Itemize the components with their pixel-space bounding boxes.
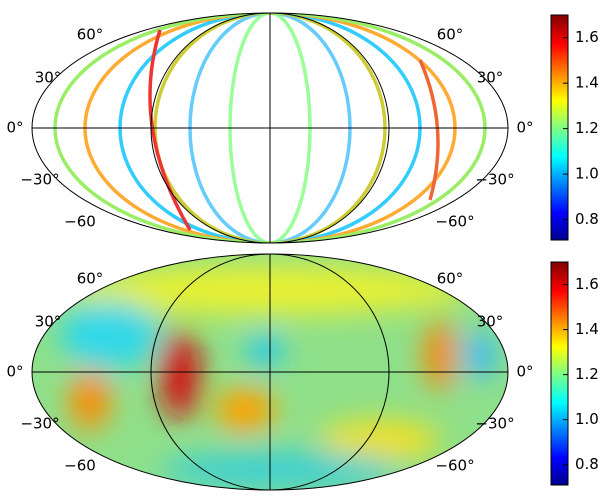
lat-label: 0° — [516, 363, 533, 381]
lat-label: 0° — [516, 119, 533, 137]
lat-label: 60° — [437, 26, 464, 44]
lat-label: 60° — [77, 270, 104, 288]
lat-label: 0° — [6, 363, 23, 381]
graticule — [31, 12, 509, 491]
colorbar-tick-label: 0.8 — [575, 455, 599, 473]
colorbar-tick-label: 1.2 — [575, 119, 599, 137]
lat-label: −30° — [20, 415, 59, 433]
bottom-map — [32, 254, 508, 490]
colorbar — [550, 261, 569, 486]
colorbar-tick-label: 1.0 — [575, 165, 599, 183]
colorbar-tick-label: 1.4 — [575, 320, 599, 338]
lat-label: 30° — [35, 313, 62, 331]
lat-label: 0° — [6, 119, 23, 137]
lat-label: −60 — [64, 457, 96, 475]
colorbar-tick-label: 1.0 — [575, 410, 599, 428]
colorbar-tick-label: 1.2 — [575, 365, 599, 383]
lat-label: −30° — [475, 171, 514, 189]
lat-label: 30° — [477, 313, 504, 331]
lat-label: −30° — [475, 415, 514, 433]
lat-label: −60° — [435, 213, 474, 231]
lat-label: −30° — [20, 171, 59, 189]
lat-label: 30° — [477, 69, 504, 87]
lat-label: 60° — [77, 26, 104, 44]
lat-label: 30° — [35, 69, 62, 87]
lat-label: −60° — [435, 457, 474, 475]
colorbar — [550, 14, 569, 241]
colorbar-tick-label: 1.6 — [575, 275, 599, 293]
colorbar-tick-label: 0.8 — [575, 210, 599, 228]
colorbar-tick-label: 1.4 — [575, 74, 599, 92]
lat-label: −60 — [64, 213, 96, 231]
lat-label: 60° — [437, 270, 464, 288]
colorbar-tick-label: 1.6 — [575, 28, 599, 46]
